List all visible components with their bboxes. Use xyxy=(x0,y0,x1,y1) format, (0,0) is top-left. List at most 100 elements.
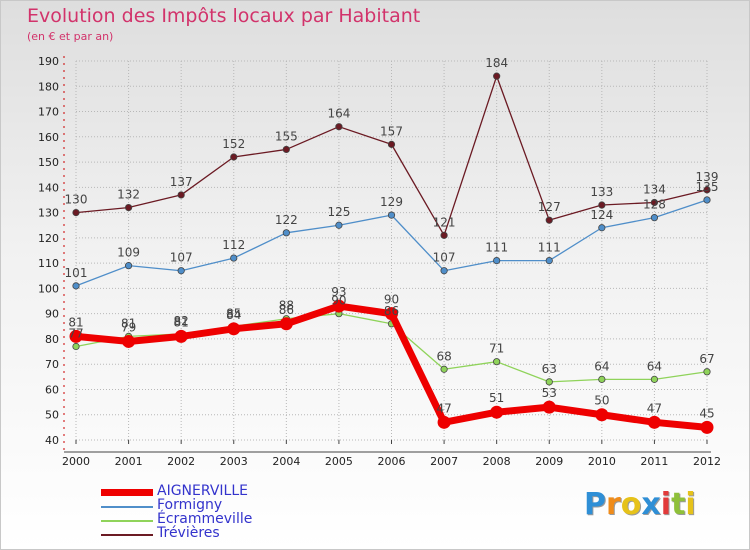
data-label-trevieres: 152 xyxy=(222,137,245,151)
data-label-aignerville: 86 xyxy=(279,303,294,317)
y-tick-label: 40 xyxy=(45,434,59,447)
point-aignerville xyxy=(490,405,504,419)
y-tick-label: 190 xyxy=(38,55,59,68)
point-formigny xyxy=(440,267,448,275)
logo-letter: t xyxy=(671,487,686,522)
data-label-ecrammeville: 86 xyxy=(384,304,399,318)
axes: 40 50 60 70 80 90 100 110 120 130 140 150 160 170 180 1… xyxy=(38,55,721,468)
point-ecrammeville xyxy=(493,358,501,366)
point-aignerville xyxy=(700,420,714,434)
point-formigny xyxy=(387,211,396,219)
data-label-aignerville: 81 xyxy=(68,315,83,329)
data-label-aignerville: 90 xyxy=(384,293,399,307)
point-aignerville xyxy=(69,329,83,343)
logo-letter: P xyxy=(584,487,606,522)
point-aignerville xyxy=(122,334,136,348)
point-aignerville xyxy=(595,408,609,422)
data-label-trevieres: 157 xyxy=(380,124,403,138)
logo-letter: o xyxy=(620,487,642,522)
chart-title: Evolution des Impôts locaux par Habitant xyxy=(27,5,421,27)
data-label-trevieres: 121 xyxy=(433,215,456,229)
data-label-aignerville: 51 xyxy=(489,391,504,405)
logo-letter: x xyxy=(641,487,661,522)
x-tick-label: 2004 xyxy=(272,455,300,468)
point-formigny xyxy=(545,257,553,265)
point-aignerville xyxy=(332,299,346,313)
data-label-ecrammeville: 81 xyxy=(121,316,136,330)
data-label-trevieres: 184 xyxy=(485,56,508,70)
legend-label: AIGNERVILLE xyxy=(157,483,248,499)
legend-label: Formigny xyxy=(157,497,223,513)
x-tick-label: 2002 xyxy=(167,455,195,468)
data-label-ecrammeville: 90 xyxy=(331,294,346,308)
point-trevieres xyxy=(230,153,238,161)
point-ecrammeville xyxy=(598,375,606,383)
point-formigny xyxy=(703,196,711,204)
chart-subtitle: (en € et par an) xyxy=(27,30,114,43)
legend-swatch xyxy=(101,489,153,496)
point-trevieres xyxy=(177,191,185,199)
x-tick-label: 2007 xyxy=(430,455,458,468)
point-formigny xyxy=(282,229,290,237)
data-label-trevieres: 139 xyxy=(696,170,719,184)
point-ecrammeville xyxy=(545,378,553,386)
y-tick-label: 100 xyxy=(38,282,59,295)
data-label-trevieres: 133 xyxy=(590,185,613,199)
point-aignerville xyxy=(174,329,188,343)
y-tick-label: 110 xyxy=(38,257,59,270)
point-formigny xyxy=(72,282,80,290)
data-label-formigny: 128 xyxy=(643,198,666,212)
data-label-ecrammeville: 64 xyxy=(647,359,662,373)
point-aignerville xyxy=(279,317,293,331)
logo-letter: i xyxy=(660,487,672,522)
logo-letter: i xyxy=(685,487,696,522)
point-aignerville xyxy=(542,400,556,414)
data-label-aignerville: 50 xyxy=(594,394,609,408)
point-trevieres xyxy=(650,198,659,207)
x-tick-label: 2011 xyxy=(640,455,668,468)
x-tick-label: 2010 xyxy=(588,455,616,468)
data-label-trevieres: 134 xyxy=(643,182,666,196)
x-tick-label: 2005 xyxy=(325,455,353,468)
point-formigny xyxy=(124,262,133,270)
data-label-formigny: 107 xyxy=(170,251,193,265)
point-trevieres xyxy=(493,72,501,80)
legend-item-ecrammeville: Écrammeville xyxy=(101,511,361,527)
x-tick-label: 2000 xyxy=(62,455,90,468)
data-label-aignerville: 81 xyxy=(174,315,189,329)
data-label-trevieres: 137 xyxy=(170,175,193,189)
y-tick-label: 50 xyxy=(45,409,59,422)
point-formigny xyxy=(598,224,606,232)
x-tick-label: 2008 xyxy=(483,455,511,468)
data-label-formigny: 111 xyxy=(485,241,508,255)
point-ecrammeville xyxy=(650,375,659,383)
legend-swatch xyxy=(101,534,153,536)
y-tick-label: 160 xyxy=(38,131,59,144)
y-tick-label: 150 xyxy=(38,156,59,169)
data-label-ecrammeville: 63 xyxy=(542,362,557,376)
data-label-ecrammeville: 77 xyxy=(68,327,83,341)
data-label-aignerville: 79 xyxy=(121,320,136,334)
data-label-formigny: 109 xyxy=(117,246,140,260)
data-label-formigny: 125 xyxy=(327,205,350,219)
data-label-formigny: 111 xyxy=(538,241,561,255)
data-label-formigny: 129 xyxy=(380,195,403,209)
data-label-formigny: 101 xyxy=(65,266,88,280)
data-label-formigny: 122 xyxy=(275,213,298,227)
data-label-ecrammeville: 82 xyxy=(174,314,189,328)
point-trevieres xyxy=(440,231,448,239)
data-label-formigny: 135 xyxy=(696,180,719,194)
x-tick-label: 2006 xyxy=(378,455,406,468)
data-label-aignerville: 84 xyxy=(226,308,241,322)
legend: AIGNERVILLE Formigny Écrammeville Trévières xyxy=(101,483,361,547)
data-label-formigny: 107 xyxy=(433,251,456,265)
point-trevieres xyxy=(703,186,711,194)
data-label-ecrammeville: 88 xyxy=(279,299,294,313)
logo-letter: r xyxy=(606,487,621,522)
legend-swatch xyxy=(101,520,153,522)
point-trevieres xyxy=(72,209,80,217)
point-formigny xyxy=(650,214,659,222)
y-tick-label: 120 xyxy=(38,232,59,245)
legend-label: Trévières xyxy=(157,525,220,541)
